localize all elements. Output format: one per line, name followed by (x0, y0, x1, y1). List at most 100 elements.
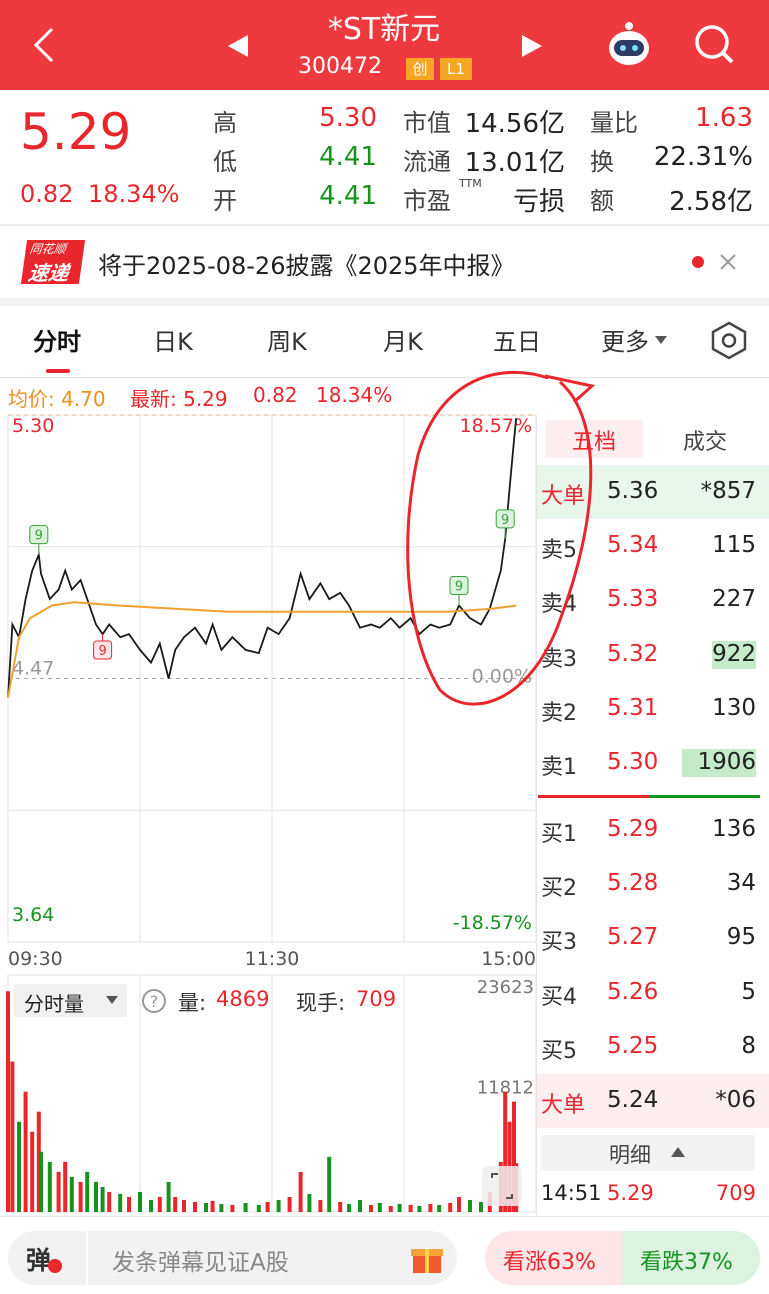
stat-sup: TTM (459, 177, 482, 190)
row-label: 买5 (541, 1038, 577, 1064)
tab[interactable]: 五日 (493, 328, 541, 356)
danmu-input[interactable]: 弹 发条弹幕见证A股 (8, 1231, 457, 1285)
volume-bar (17, 1121, 21, 1212)
annotation-label: 9 (98, 644, 106, 659)
row-bg (537, 1074, 769, 1128)
back-button[interactable] (30, 25, 60, 65)
danmu-dot (48, 1259, 62, 1273)
volume-bar (437, 1204, 442, 1212)
volume-bar (166, 1181, 171, 1212)
tab[interactable]: 更多 (601, 328, 649, 356)
help-icon[interactable]: ? (141, 988, 167, 1014)
prev-stock[interactable] (228, 35, 250, 57)
volume-bar (479, 1201, 483, 1212)
row-price: 5.30 (607, 749, 659, 775)
bear-text: 看跌37% (640, 1250, 733, 1275)
volume-bar (210, 1200, 215, 1212)
volume-bar (230, 1204, 235, 1212)
volume-bar (157, 1196, 162, 1212)
volume-bar (417, 1205, 422, 1212)
volume-bar (448, 1202, 453, 1212)
volume-bar (369, 1204, 373, 1212)
stat-value: 4.41 (319, 142, 377, 172)
latest-pct: 18.34% (316, 383, 393, 407)
change: 0.82 (20, 180, 74, 208)
divider (0, 224, 769, 226)
stat-label: 市值 (403, 109, 451, 137)
next-stock[interactable] (522, 35, 544, 57)
volume-bar (107, 1191, 112, 1212)
svg-text:?: ? (150, 992, 159, 1011)
tab[interactable]: 周K (267, 328, 307, 356)
bear-button[interactable]: 看跌37% (622, 1231, 760, 1285)
row-price: 5.24 (607, 1087, 659, 1113)
y2-tick-label: 18.57% (460, 415, 532, 437)
tab[interactable]: 分时 (33, 328, 81, 356)
volume-bar (39, 1151, 43, 1212)
robot-icon[interactable] (604, 20, 654, 70)
row-price: 5.36 (607, 478, 659, 504)
volume-bar (358, 1199, 362, 1212)
annotation-label: 9 (35, 529, 43, 544)
price-line (7, 418, 518, 698)
notice-close[interactable] (718, 252, 738, 272)
row-price: 5.27 (607, 924, 659, 951)
tab[interactable]: 日K (153, 328, 193, 356)
stat-value: 5.30 (319, 103, 377, 133)
trade-time: 14:51 (541, 1181, 602, 1205)
row-label: 买3 (541, 930, 577, 956)
volume-bar (408, 1204, 413, 1212)
chart-frame (7, 414, 537, 943)
latest-price: 最新: 5.29 (130, 387, 228, 411)
row-volume: 5 (741, 978, 756, 1005)
tab[interactable]: 月K (383, 328, 423, 356)
volume-bar (138, 1191, 142, 1212)
row-label: 卖3 (541, 646, 577, 672)
volume-bar (219, 1203, 224, 1212)
row-price: 5.34 (607, 532, 659, 559)
row-volume: 115 (712, 532, 756, 559)
expand-button (482, 1166, 522, 1206)
average-line (7, 601, 517, 698)
volume-selector[interactable]: 分时量 (14, 984, 127, 1017)
x-tick-label: 15:00 (481, 948, 536, 970)
volume-bar (457, 1196, 461, 1212)
volume-bar (498, 1161, 503, 1212)
volume-bar (127, 1196, 131, 1212)
notice-text[interactable]: 将于2025-08-26披露《2025年中报》 (98, 252, 515, 280)
row-volume: 34 (726, 870, 756, 897)
row-price: 5.32 (607, 640, 659, 667)
row-price: 5.28 (607, 870, 659, 897)
book-tab[interactable]: 成交 (682, 430, 727, 455)
volume-bar (36, 1111, 41, 1212)
stat-label: 低 (213, 148, 237, 176)
trade-price: 5.29 (607, 1181, 654, 1205)
row-volume: *857 (700, 478, 756, 504)
detail-bar[interactable]: 明细 (541, 1135, 755, 1171)
stat-value: 4.41 (319, 181, 377, 211)
settings-icon[interactable] (708, 320, 750, 360)
volume-bar (256, 1204, 261, 1212)
stat-label: 开 (213, 187, 237, 215)
y-tick-label: 3.64 (12, 904, 54, 926)
bull-button[interactable]: 看涨63% (485, 1231, 625, 1285)
volume-bar (468, 1199, 472, 1212)
annotation-label: 9 (455, 579, 463, 594)
row-volume: 1906 (697, 749, 756, 775)
stat-value: 13.01亿 (464, 148, 565, 178)
row-volume: 8 (741, 1032, 756, 1059)
header: *ST新元 300472 创 L1 (0, 0, 769, 90)
book-divider (538, 795, 760, 798)
volume-bar (338, 1201, 343, 1212)
row-label: 卖4 (541, 592, 577, 618)
row-label: 买2 (541, 876, 577, 902)
book-tab[interactable]: 五档 (571, 430, 616, 455)
search-icon[interactable] (692, 22, 736, 68)
volume-bar (94, 1181, 98, 1212)
row-label: 买4 (541, 984, 577, 1010)
stat-value: 2.58亿 (669, 187, 753, 217)
volume-highlight (682, 749, 756, 777)
gift-icon[interactable] (410, 1241, 444, 1275)
stat-label: 量比 (590, 109, 638, 137)
